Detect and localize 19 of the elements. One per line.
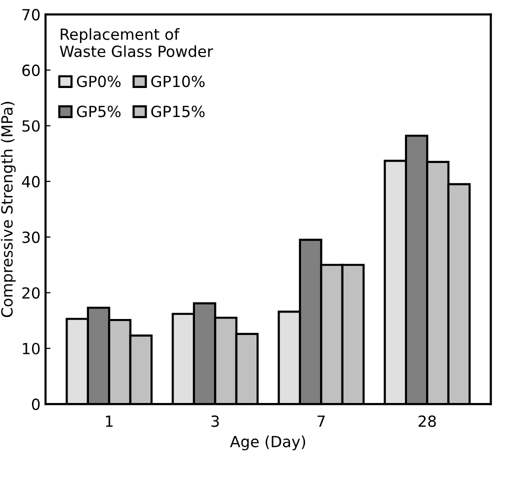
legend-label: GP10% bbox=[151, 76, 205, 88]
y-axis-title: Compressive Strength (MPa) bbox=[0, 102, 16, 318]
y-tick-label: 50 bbox=[22, 120, 40, 132]
x-tick-label: 28 bbox=[418, 415, 436, 427]
x-tick-label: 7 bbox=[318, 416, 325, 427]
y-tick-label: 40 bbox=[22, 176, 40, 188]
y-tick-label: 70 bbox=[22, 8, 40, 20]
y-tick-label: 10 bbox=[22, 342, 40, 354]
x-axis-title: Age (Day) bbox=[230, 436, 306, 450]
y-tick-label: 0 bbox=[32, 398, 40, 410]
legend-label: GP5% bbox=[76, 106, 121, 118]
x-tick-label: 1 bbox=[106, 416, 113, 427]
legend-title: Replacement of Waste Glass Powder bbox=[60, 28, 214, 58]
x-tick-label: 3 bbox=[211, 415, 219, 427]
legend-label: GP15% bbox=[151, 106, 205, 118]
y-tick-label: 30 bbox=[22, 232, 40, 244]
y-tick-label: 20 bbox=[22, 287, 40, 299]
y-tick-label: 60 bbox=[22, 64, 40, 76]
legend-label: GP0% bbox=[76, 76, 121, 88]
